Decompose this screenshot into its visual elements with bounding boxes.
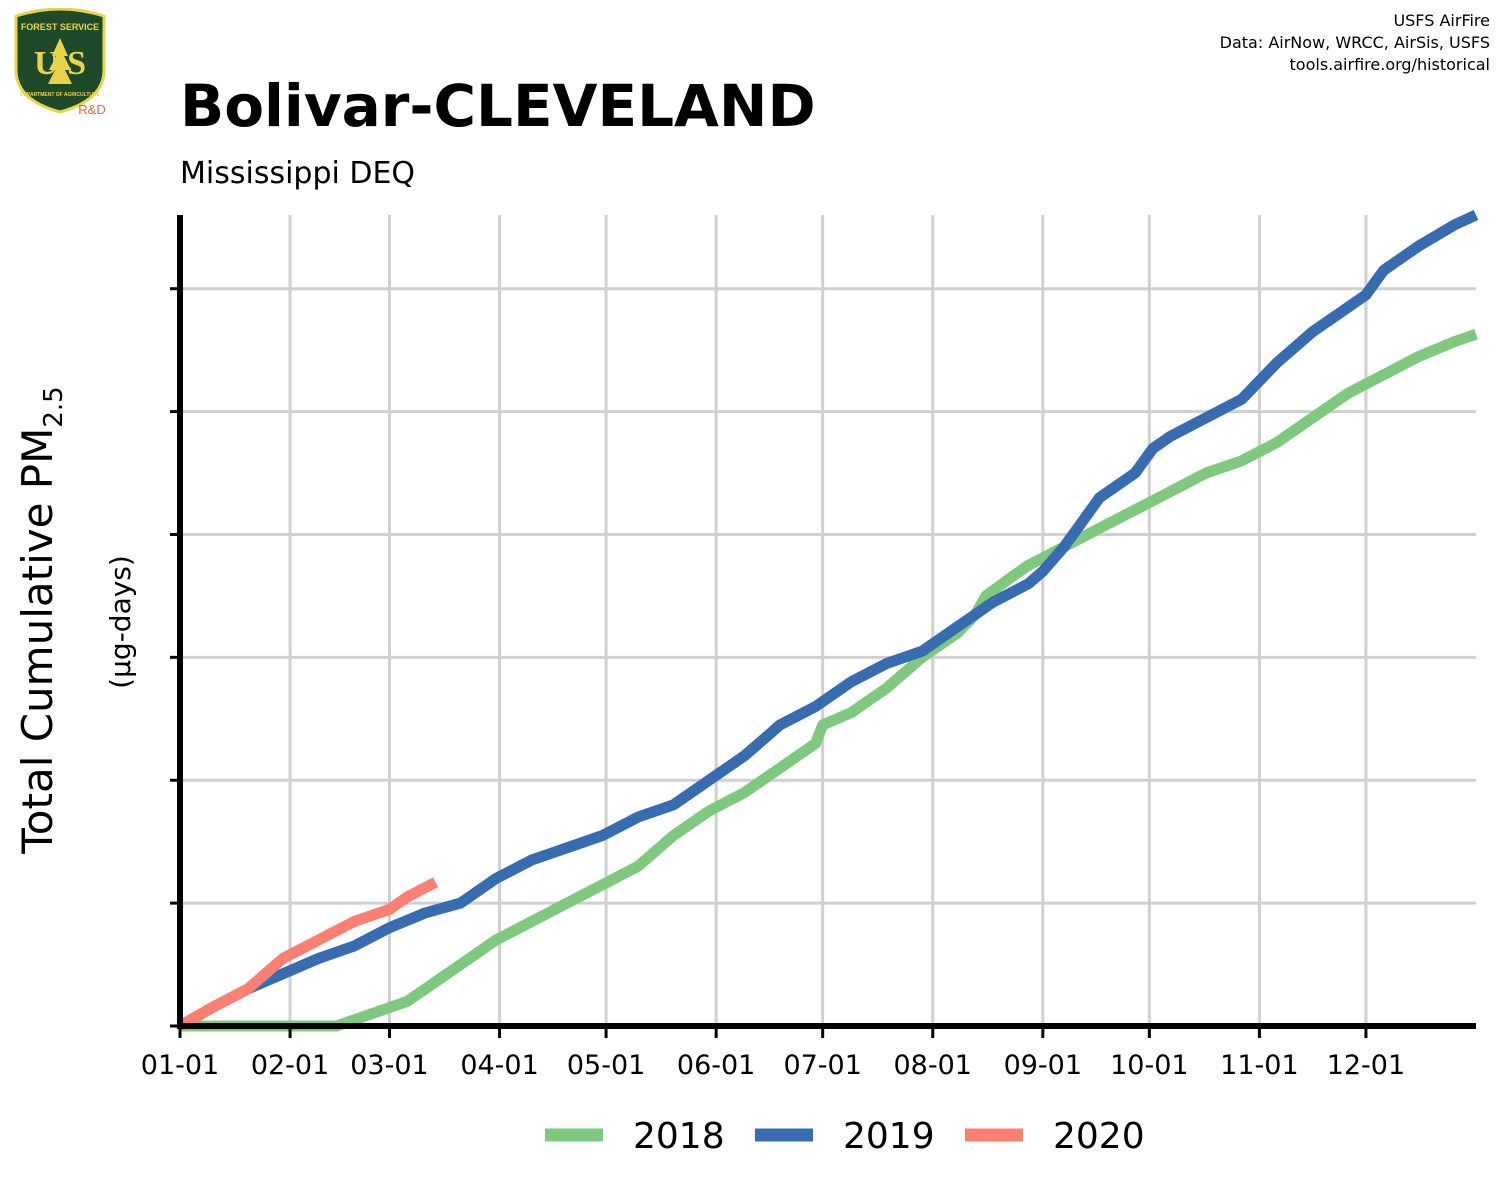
y-axis-label-text: Total Cumulative PM — [13, 428, 62, 855]
series-line-2019 — [177, 210, 1479, 1031]
chart-title: Bolivar-CLEVELAND — [180, 72, 816, 140]
x-tick-label: 10-01 — [1110, 1050, 1188, 1081]
credits-line-1: USFS AirFire — [1393, 11, 1490, 30]
series-line-2020 — [177, 877, 439, 1031]
y-axis-label-subscript: 2.5 — [39, 386, 69, 427]
x-tick-label: 04-01 — [460, 1050, 538, 1081]
x-tick-label: 09-01 — [1004, 1050, 1082, 1081]
x-tick-label: 01-01 — [141, 1050, 219, 1081]
logo-top-text: FOREST SERVICE — [21, 22, 99, 32]
usfs-logo: FOREST SERVICE U S DEPARTMENT OF AGRICUL… — [14, 8, 106, 117]
logo-badge: R&D — [78, 102, 105, 117]
x-tick-label: 12-01 — [1327, 1050, 1405, 1081]
y-axis-label: Total Cumulative PM2.5 — [13, 386, 69, 854]
credits-line-2: Data: AirNow, WRCC, AirSis, USFS — [1219, 33, 1490, 52]
x-tick-label: 05-01 — [567, 1050, 645, 1081]
grid — [178, 215, 1476, 1026]
x-tick-label: 08-01 — [894, 1050, 972, 1081]
x-tick-label: 07-01 — [783, 1050, 861, 1081]
legend: 2018 2019 2020 — [545, 1116, 1145, 1157]
axes — [170, 215, 1476, 1038]
y-axis-units: (µg-days) — [104, 555, 137, 689]
credits-line-3: tools.airfire.org/historical — [1289, 55, 1490, 74]
x-tick-labels: 01-01 02-01 03-01 04-01 05-01 06-01 07-01 08-01… — [141, 1050, 1405, 1081]
legend-label-2018: 2018 — [633, 1116, 725, 1157]
series-lines — [177, 210, 1479, 1032]
legend-label-2019: 2019 — [843, 1116, 935, 1157]
credits-block: USFS AirFire Data: AirNow, WRCC, AirSis,… — [1220, 10, 1490, 76]
chart-subtitle: Mississippi DEQ — [180, 156, 416, 191]
series-line-2018 — [180, 329, 1478, 1032]
x-tick-label: 06-01 — [677, 1050, 755, 1081]
tree-icon — [48, 38, 72, 84]
y-axis-label-main: Total Cumulative PM2.5 — [13, 386, 69, 854]
logo-bottom-text: DEPARTMENT OF AGRICULTURE — [20, 92, 101, 98]
x-tick-label: 02-01 — [251, 1050, 329, 1081]
x-tick-label: 03-01 — [350, 1050, 428, 1081]
legend-label-2020: 2020 — [1053, 1116, 1145, 1157]
x-tick-label: 11-01 — [1220, 1050, 1298, 1081]
